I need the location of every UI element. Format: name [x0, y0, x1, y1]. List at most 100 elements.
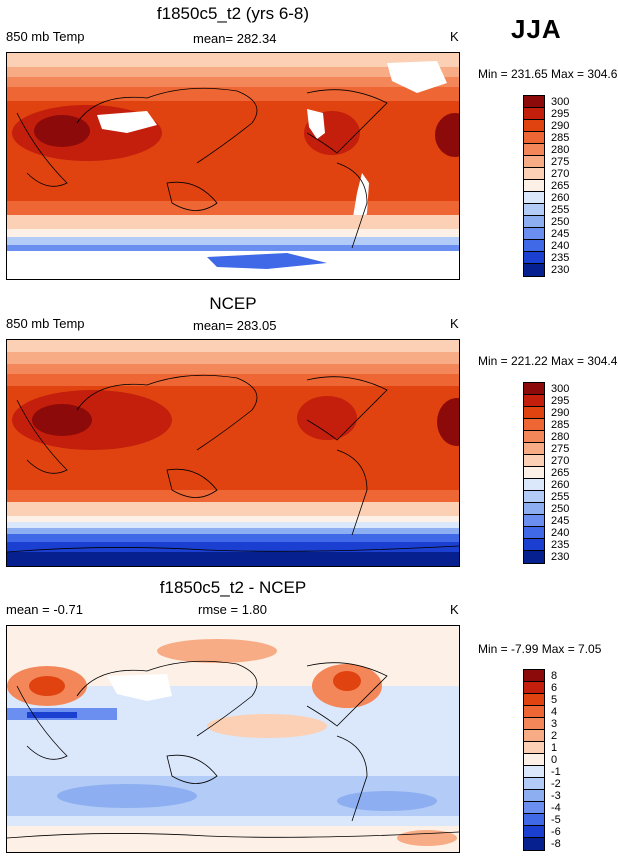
panel1-cb-label: 250 — [551, 216, 570, 228]
panel1-cb-label: 255 — [551, 204, 570, 216]
panel2-swatch-9 — [524, 491, 544, 503]
panel2-swatch-5 — [524, 443, 544, 455]
panel1-coastlines — [16, 87, 388, 249]
panel1-map-svg — [7, 53, 459, 279]
panel2-cb-label: 255 — [551, 491, 570, 503]
panel1-cb-label: 275 — [551, 156, 570, 168]
panel3-cb-label: -5 — [551, 814, 561, 826]
panel3-mask-tibet — [107, 674, 172, 701]
panel1-band-s3 — [7, 237, 459, 245]
panel2-cb-label: 260 — [551, 479, 570, 491]
panel1-mask-tibet — [97, 111, 157, 133]
panel1-swatch-10 — [524, 216, 544, 228]
panel3-swatch-13 — [524, 826, 544, 838]
panel1-cb-label: 280 — [551, 144, 570, 156]
panel2-band-s6 — [7, 542, 459, 552]
panel1-cb-label: 240 — [551, 240, 570, 252]
panel2-swatch-14 — [524, 551, 544, 563]
panel2-cb-label: 245 — [551, 515, 570, 527]
panel2-map — [6, 339, 460, 567]
panel1-cb-label: 245 — [551, 228, 570, 240]
panel1-swatch-3 — [524, 132, 544, 144]
panel2-band-s2 — [7, 516, 459, 522]
panel2-swatch-2 — [524, 407, 544, 419]
panel3-units: K — [450, 602, 459, 617]
panel2-cb-label: 295 — [551, 395, 570, 407]
panel3-cool-core — [27, 712, 77, 718]
panel1-map — [6, 52, 460, 280]
panel3-colorbar — [523, 669, 545, 851]
panel3-warm-pacific — [157, 639, 277, 663]
panel2-hot-core — [32, 404, 92, 436]
panel3-cb-label: -3 — [551, 790, 561, 802]
panel3-cb-label: 6 — [551, 682, 558, 694]
panel3-cb-label: 5 — [551, 694, 558, 706]
panel3-cb-label: 1 — [551, 742, 558, 754]
panel3-cb-label: 4 — [551, 706, 558, 718]
panel1-swatch-8 — [524, 192, 544, 204]
panel3-cb-label: -1 — [551, 766, 561, 778]
panel3-cool-south-core — [57, 784, 197, 808]
panel1-left-label: 850 mb Temp — [6, 29, 85, 44]
panel3-swatch-3 — [524, 706, 544, 718]
panel1-mean-label: mean= 282.34 — [193, 31, 277, 46]
panel1-swatch-7 — [524, 180, 544, 192]
panel2-cb-label: 285 — [551, 419, 570, 431]
panel1-mask-greenland — [387, 61, 447, 93]
panel3-warm-core — [29, 676, 65, 696]
panel2-minmax: Min = 221.22 Max = 304.41 — [478, 354, 618, 368]
panel1-swatch-6 — [524, 168, 544, 180]
panel1-units: K — [450, 29, 459, 44]
panel2-band-s4 — [7, 528, 459, 534]
panel3-swatch-9 — [524, 778, 544, 790]
panel1-cb-label: 300 — [551, 96, 570, 108]
panel2-coastlines — [7, 374, 459, 553]
panel3-swatch-4 — [524, 718, 544, 730]
season-label: JJA — [511, 14, 562, 44]
panel1-band-s2 — [7, 229, 459, 237]
panel2-swatch-8 — [524, 479, 544, 491]
panel3-swatch-10 — [524, 790, 544, 802]
panel3-rmse-label: rmse = 1.80 — [198, 602, 268, 617]
panel2-cb-label: 230 — [551, 551, 570, 563]
panel1-swatch-13 — [524, 252, 544, 264]
panel1-cb-label: 270 — [551, 168, 570, 180]
panel1-swatch-9 — [524, 204, 544, 216]
panel2-cb-label: 270 — [551, 455, 570, 467]
panel2-hot-namerica — [297, 396, 357, 440]
panel3-minmax: Min = -7.99 Max = 7.05 — [478, 642, 602, 656]
panel3-swatch-7 — [524, 754, 544, 766]
panel3-antarctic — [7, 826, 459, 852]
panel1-cb-label: 265 — [551, 180, 570, 192]
panel1-title: f1850c5_t2 (yrs 6-8) — [156, 4, 310, 23]
panel2-mean-label: mean= 283.05 — [193, 318, 277, 333]
panel3-cb-label: 0 — [551, 754, 558, 766]
panel1-swatch-0 — [524, 96, 544, 108]
panel2-title: NCEP — [209, 294, 257, 313]
panel3-warm-eqpacific — [207, 714, 327, 738]
panel3-swatch-6 — [524, 742, 544, 754]
panel2-swatch-11 — [524, 515, 544, 527]
panel1-swatch-1 — [524, 108, 544, 120]
panel2-swatch-7 — [524, 467, 544, 479]
panel3-swatch-8 — [524, 766, 544, 778]
panel2-swatch-4 — [524, 431, 544, 443]
panel2-band-s5 — [7, 534, 459, 542]
panel2-cb-label: 280 — [551, 431, 570, 443]
panel1-swatch-12 — [524, 240, 544, 252]
panel1-cb-label: 285 — [551, 132, 570, 144]
panel1-cb-label: 260 — [551, 192, 570, 204]
panel3-swatch-12 — [524, 814, 544, 826]
panel2-cb-label: 250 — [551, 503, 570, 515]
panel2-left-label: 850 mb Temp — [6, 316, 85, 331]
panel1-band-s4 — [7, 245, 459, 251]
panel3-mean-label: mean = -0.71 — [6, 602, 83, 617]
panel1-cb-label: 290 — [551, 120, 570, 132]
panel3-cb-label: -6 — [551, 826, 561, 838]
panel1-cb-label: 230 — [551, 264, 570, 276]
panel1-band-s1 — [7, 215, 459, 229]
panel1-swatch-5 — [524, 156, 544, 168]
panel3-swatch-1 — [524, 682, 544, 694]
panel2-swatch-1 — [524, 395, 544, 407]
panel1-swatch-11 — [524, 228, 544, 240]
